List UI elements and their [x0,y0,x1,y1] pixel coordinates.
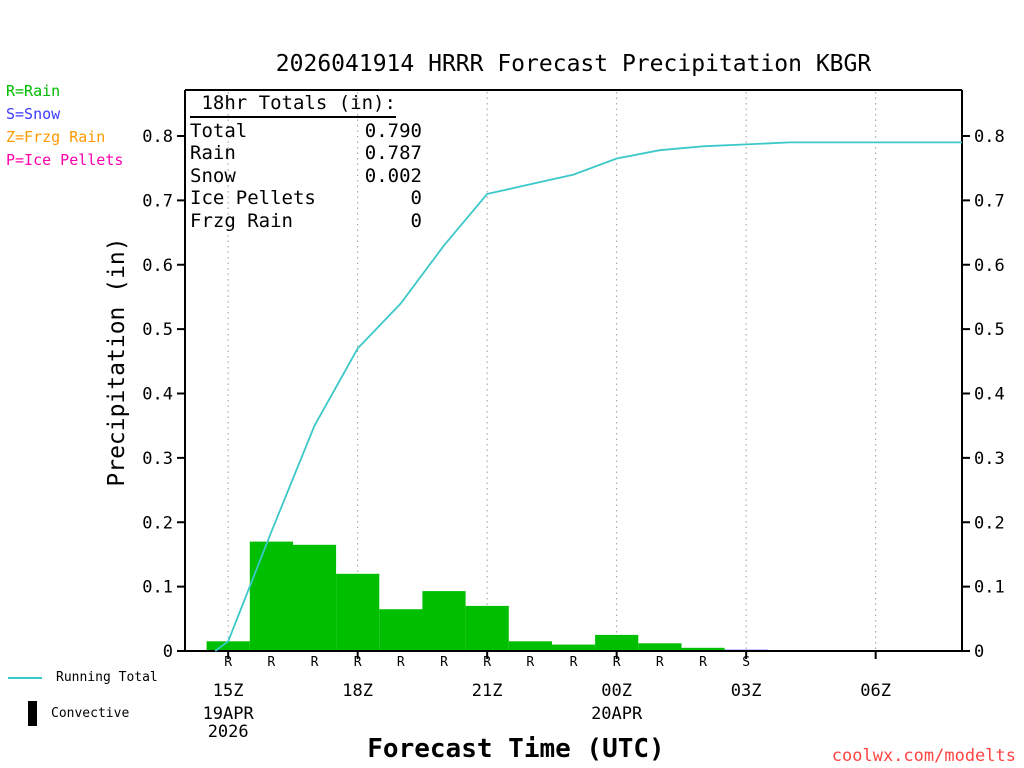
totals-header: 18hr Totals (in): [190,92,396,118]
svg-text:0.8: 0.8 [974,127,1005,147]
svg-text:20APR: 20APR [591,704,643,724]
totals-row-frzg-rain: Frzg Rain 0 [190,210,422,233]
svg-text:0.2: 0.2 [142,513,173,533]
svg-text:R: R [570,655,578,670]
svg-text:06Z: 06Z [860,681,891,701]
svg-text:15Z: 15Z [213,681,244,701]
totals-row-ice-pellets: Ice Pellets 0 [190,187,422,210]
svg-text:0.2: 0.2 [974,513,1005,533]
svg-text:R: R [267,655,275,670]
legend-running-total: Running Total [8,670,158,685]
svg-text:R: R [656,655,664,670]
svg-text:21Z: 21Z [472,681,503,701]
totals-value: 0.787 [364,142,422,164]
svg-text:0.3: 0.3 [142,449,173,469]
running-total-line-swatch [8,676,42,679]
precip-bar [638,643,682,651]
totals-row-rain: Rain 0.787 [190,142,422,165]
svg-text:0.6: 0.6 [974,256,1005,276]
precip-bar [336,573,380,652]
precip-bar [551,644,596,651]
totals-row-total: Total 0.790 [190,120,422,143]
y-ticks: 0 00.1 0.10.2 0.20.3 0.30.4 0.40.5 0.50.6 0.60.… [142,127,1004,662]
svg-text:0.1: 0.1 [974,578,1005,598]
svg-text:0.8: 0.8 [142,127,173,147]
totals-label: Ice Pellets [190,187,316,209]
totals-value: 0.002 [364,164,422,187]
svg-text:0.6: 0.6 [142,256,173,276]
svg-text:0: 0 [163,642,173,662]
svg-text:0: 0 [974,642,984,662]
svg-text:R: R [224,655,232,670]
totals-label: Total [190,119,248,142]
precip-bar [379,609,423,651]
axes-frame [184,89,963,652]
totals-row-snow: Snow 0.002 [190,165,422,188]
precip-type-legend: R=Rain S=Snow Z=Frzg Rain P=Ice Pellets [6,80,123,172]
precip-bar [465,605,509,651]
svg-text:0.3: 0.3 [974,449,1005,469]
svg-text:0.7: 0.7 [974,191,1005,211]
svg-text:2026: 2026 [208,722,249,742]
svg-text:R: R [311,655,319,670]
svg-text:R: R [483,655,491,670]
hourly-precip-bars [206,541,768,652]
totals-value: 0.790 [364,119,422,142]
svg-text:0.4: 0.4 [142,385,173,405]
legend-snow: S=Snow [6,105,61,123]
svg-text:S: S [742,655,750,670]
svg-text:R: R [354,655,362,670]
totals-value: 0 [410,187,422,209]
svg-text:0.7: 0.7 [142,191,173,211]
x-axis-label: Forecast Time (UTC) [367,734,665,764]
svg-text:0.1: 0.1 [142,578,173,598]
totals-label: Frzg Rain [190,209,293,232]
svg-text:R: R [526,655,534,670]
convective-bar-swatch [28,701,37,726]
svg-text:R: R [397,655,405,670]
svg-text:0.4: 0.4 [974,385,1005,405]
svg-text:18Z: 18Z [342,681,373,701]
precip-bar [206,641,250,651]
watermark-text: coolwx.com/modelts [831,746,1016,766]
svg-text:R: R [440,655,448,670]
svg-text:R: R [613,655,621,670]
svg-text:00Z: 00Z [601,681,632,701]
precip-bar [595,634,639,651]
svg-text:R: R [699,655,707,670]
svg-text:0.5: 0.5 [142,320,173,340]
svg-text:03Z: 03Z [731,681,762,701]
legend-convective: Convective [8,701,129,726]
totals-value: 0 [410,209,422,232]
svg-text:0.5: 0.5 [974,320,1005,340]
totals-label: Rain [190,142,236,164]
running-total-line [214,141,962,652]
chart-title: 2026041914 HRRR Forecast Precipitation K… [275,51,872,77]
totals-label: Snow [190,164,236,187]
legend-ice-pellets: P=Ice Pellets [6,151,124,169]
convective-label: Convective [51,706,130,721]
legend-rain: R=Rain [6,82,61,100]
precip-bar [508,641,552,651]
precip-bar [422,591,466,651]
running-total-label: Running Total [56,670,158,685]
precip-bar [249,541,293,651]
precip-bar [292,544,337,651]
precip-bar [681,647,725,651]
svg-text:19APR: 19APR [203,704,255,724]
totals-box: 18hr Totals (in): Total 0.790 Rain 0.787… [190,92,422,232]
legend-frzg-rain: Z=Frzg Rain [6,128,106,146]
